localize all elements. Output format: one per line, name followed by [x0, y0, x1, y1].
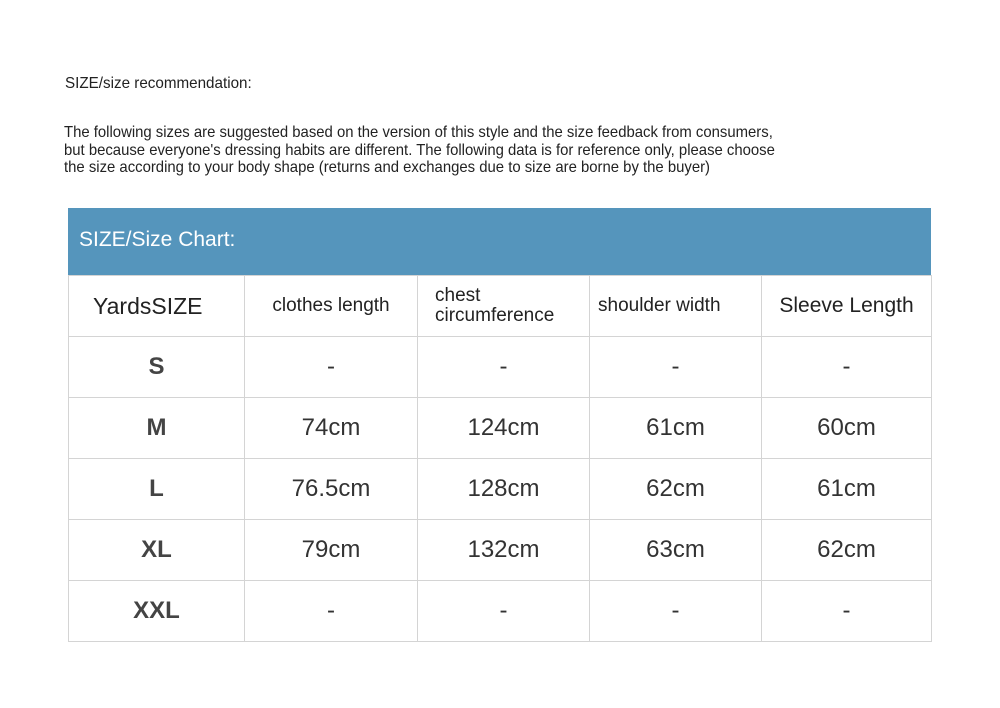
measurement-cell: 79cm [244, 519, 418, 581]
measurement-cell: - [589, 580, 762, 642]
table-row: L 76.5cm 128cm 62cm 61cm [68, 458, 932, 520]
measurement-cell: - [417, 336, 590, 398]
measurement-cell: - [417, 580, 590, 642]
measurement-cell: - [761, 336, 932, 398]
measurement-cell: - [589, 336, 762, 398]
measurement-cell: - [244, 580, 418, 642]
table-row: S---- [68, 336, 932, 398]
size-cell: XXL [68, 580, 245, 642]
description-line: the size according to your body shape (r… [64, 159, 711, 176]
measurement-cell: - [244, 336, 418, 398]
measurement-cell: 132cm [417, 519, 590, 581]
table-row: XL 79cm 132cm 63cm 62cm [68, 519, 932, 581]
size-chart-header-band: SIZE/Size Chart: [68, 208, 931, 275]
table-header-row: YardsSIZE clothes length chest circumfer… [68, 275, 932, 337]
description-line: but because everyone's dressing habits a… [64, 141, 775, 159]
measurement-cell: 63cm [589, 519, 762, 581]
measurement-cell: 62cm [761, 519, 932, 581]
size-cell: XL [68, 519, 245, 581]
column-header-sleeve: Sleeve Length [761, 275, 932, 337]
size-cell: M [68, 397, 245, 459]
size-cell: L [68, 458, 245, 520]
measurement-cell: 74cm [244, 397, 418, 459]
measurement-cell: 124cm [417, 397, 590, 459]
measurement-cell: 61cm [761, 458, 932, 520]
table-row: M 74cm 124cm 61cm 60cm [68, 397, 932, 459]
column-header-size: YardsSIZE [68, 275, 245, 337]
size-chart-table: YardsSIZE clothes length chest circumfer… [68, 275, 932, 642]
size-cell: S [68, 336, 245, 398]
table-row: XXL - - - - [68, 580, 932, 642]
column-header-chest: chest circumference [417, 275, 590, 337]
column-header-clothes-length: clothes length [244, 275, 418, 337]
description-line: The following sizes are suggested based … [64, 124, 773, 141]
measurement-cell: - [761, 580, 932, 642]
size-description: The following sizes are suggested based … [64, 124, 828, 177]
column-header-shoulder: shoulder width [589, 275, 762, 337]
size-chart-title: SIZE/Size Chart: [79, 228, 236, 251]
measurement-cell: 128cm [417, 458, 590, 520]
size-recommendation-title: SIZE/size recommendation: [65, 75, 252, 92]
measurement-cell: 62cm [589, 458, 762, 520]
measurement-cell: 61cm [589, 397, 762, 459]
measurement-cell: 76.5cm [244, 458, 418, 520]
measurement-cell: 60cm [761, 397, 932, 459]
